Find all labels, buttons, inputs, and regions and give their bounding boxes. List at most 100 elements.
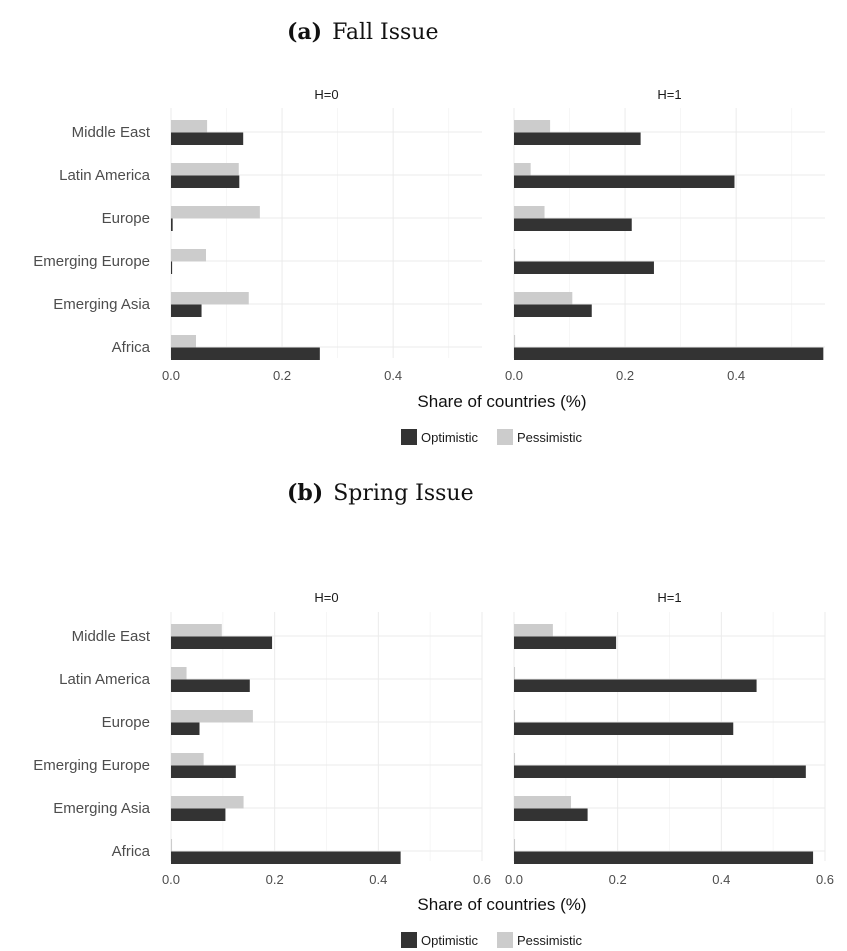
bar-optimistic-middle-east (171, 636, 273, 649)
bar-optimistic-middle-east (171, 132, 244, 145)
bar-pessimistic-europe (514, 710, 516, 723)
bar-optimistic-emerging-europe (514, 261, 654, 274)
x-tick-label: 0.2 (609, 872, 627, 887)
legend-swatch-optimistic (401, 429, 417, 445)
bar-pessimistic-europe (514, 206, 545, 219)
bar-optimistic-emerging-asia (514, 808, 588, 821)
y-category-label: Europe (102, 714, 150, 731)
x-tick-label: 0.6 (473, 872, 491, 887)
bar-optimistic-emerging-europe (171, 765, 236, 778)
bar-pessimistic-latin-america (514, 163, 531, 176)
figure-a: (a) Fall Issue H=0 0.0 0.2 0.4 H=1 0.0 0.2 0.4 M… (33, 19, 825, 445)
legend-swatch-optimistic (401, 932, 417, 948)
panel-h-1: H=1 0.0 0.2 0.4 0.6 (505, 590, 834, 887)
bar-pessimistic-emerging-europe (171, 249, 206, 262)
x-axis-label-b: Share of countries (%) (417, 895, 586, 914)
bar-pessimistic-middle-east (171, 624, 222, 637)
legend-b: Optimistic Pessimistic (401, 932, 583, 948)
bar-pessimistic-africa (514, 839, 516, 852)
panels-b: H=0 0.0 0.2 0.4 0.6 H=1 0.0 0.2 0.4 0.6 Middle Eas… (33, 590, 834, 887)
bar-pessimistic-emerging-asia (171, 796, 244, 809)
bar-optimistic-emerging-europe (171, 261, 173, 274)
x-tick-label: 0.4 (369, 872, 387, 887)
legend-swatch-pessimistic (497, 932, 513, 948)
y-category-label: Africa (112, 339, 151, 356)
bar-pessimistic-emerging-asia (171, 292, 249, 305)
panel-h-1: H=1 0.0 0.2 0.4 (505, 87, 825, 383)
x-tick-label: 0.0 (505, 872, 523, 887)
y-category-label: Emerging Asia (53, 296, 150, 313)
bar-optimistic-europe (514, 722, 734, 735)
bar-pessimistic-europe (171, 710, 253, 723)
figure-b: (b) Spring Issue H=0 0.0 0.2 0.4 0.6 H=1 0.0 0.… (33, 480, 834, 948)
panel-strip-label: H=1 (657, 87, 681, 102)
caption-b: (b) Spring Issue (287, 480, 474, 506)
bar-pessimistic-emerging-europe (514, 753, 516, 766)
x-tick-label: 0.0 (505, 368, 523, 383)
bar-optimistic-middle-east (514, 636, 617, 649)
bar-pessimistic-middle-east (171, 120, 208, 133)
panel-strip-label: H=1 (657, 590, 681, 605)
x-tick-label: 0.0 (162, 872, 180, 887)
panel-h-0: H=0 0.0 0.2 0.4 (162, 87, 482, 383)
x-tick-label: 0.2 (616, 368, 634, 383)
bar-pessimistic-latin-america (171, 163, 239, 176)
bar-pessimistic-middle-east (514, 120, 551, 133)
bar-optimistic-middle-east (514, 132, 641, 145)
y-category-label: Emerging Europe (33, 757, 150, 774)
panels-a: H=0 0.0 0.2 0.4 H=1 0.0 0.2 0.4 Middle East Latin… (33, 87, 825, 383)
y-category-label: Emerging Asia (53, 800, 150, 817)
x-tick-label: 0.4 (727, 368, 745, 383)
y-category-label: Africa (112, 843, 151, 860)
bar-pessimistic-africa (514, 335, 516, 348)
y-category-label: Latin America (59, 671, 151, 688)
x-tick-label: 0.2 (273, 368, 291, 383)
x-axis-label-a: Share of countries (%) (417, 392, 586, 411)
legend-label-optimistic: Optimistic (421, 933, 479, 948)
panel-strip-label: H=0 (314, 87, 338, 102)
x-tick-label: 0.0 (162, 368, 180, 383)
caption-a: (a) Fall Issue (287, 19, 439, 45)
caption-b-letter: (b) (287, 480, 323, 506)
bar-pessimistic-latin-america (171, 667, 187, 680)
x-tick-label: 0.6 (816, 872, 834, 887)
y-category-label: Europe (102, 210, 150, 227)
bar-optimistic-europe (171, 722, 200, 735)
bar-optimistic-latin-america (514, 175, 735, 188)
bar-optimistic-africa (171, 851, 401, 864)
panel-strip-label: H=0 (314, 590, 338, 605)
bar-optimistic-africa (514, 851, 814, 864)
legend-a: Optimistic Pessimistic (401, 429, 583, 445)
x-tick-label: 0.4 (712, 872, 730, 887)
bar-optimistic-emerging-europe (514, 765, 806, 778)
panel-h-0: H=0 0.0 0.2 0.4 0.6 (162, 590, 491, 887)
bar-optimistic-europe (171, 218, 173, 231)
bar-pessimistic-africa (171, 839, 173, 852)
bar-optimistic-emerging-asia (171, 304, 202, 317)
bar-optimistic-latin-america (171, 175, 240, 188)
caption-b-title: Spring Issue (333, 481, 473, 506)
bar-pessimistic-africa (171, 335, 196, 348)
bar-optimistic-europe (514, 218, 632, 231)
bar-pessimistic-latin-america (514, 667, 516, 680)
bar-pessimistic-emerging-europe (514, 249, 516, 262)
x-tick-label: 0.4 (384, 368, 402, 383)
bar-pessimistic-emerging-europe (171, 753, 204, 766)
bar-pessimistic-emerging-asia (514, 292, 573, 305)
bar-optimistic-latin-america (514, 679, 757, 692)
y-category-label: Emerging Europe (33, 253, 150, 270)
bar-pessimistic-middle-east (514, 624, 553, 637)
y-category-label: Middle East (72, 124, 151, 141)
bar-pessimistic-emerging-asia (514, 796, 572, 809)
legend-label-pessimistic: Pessimistic (517, 430, 583, 445)
caption-a-letter: (a) (287, 19, 322, 45)
y-category-label: Latin America (59, 167, 151, 184)
bar-optimistic-emerging-asia (514, 304, 592, 317)
bar-optimistic-africa (514, 347, 824, 360)
bar-optimistic-emerging-asia (171, 808, 226, 821)
legend-label-pessimistic: Pessimistic (517, 933, 583, 948)
bar-pessimistic-europe (171, 206, 260, 219)
bar-optimistic-latin-america (171, 679, 250, 692)
y-category-label: Middle East (72, 628, 151, 645)
